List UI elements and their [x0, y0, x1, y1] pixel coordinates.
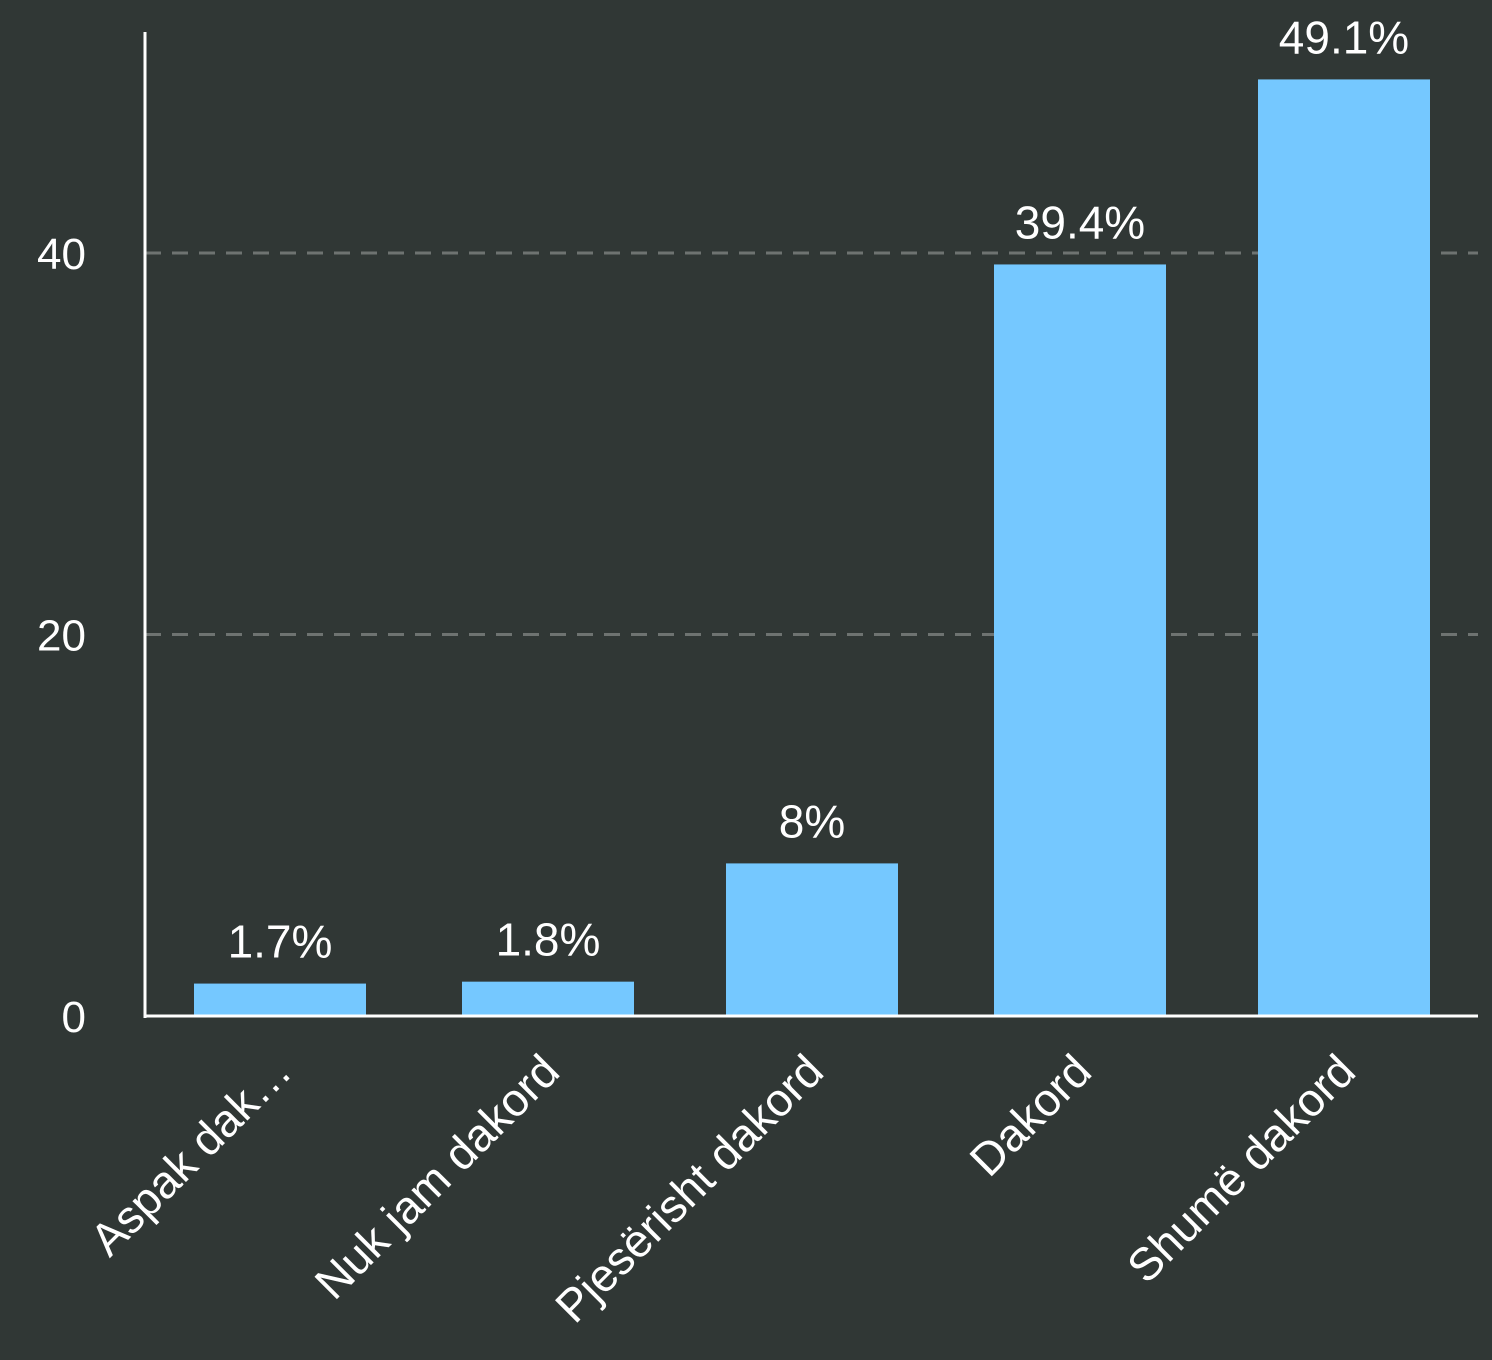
grid-layer: [145, 251, 1478, 636]
data-label-3: 8%: [779, 795, 845, 847]
x-tick-label-3: Pjesërisht dakord: [545, 1044, 833, 1332]
x-tick-label-2: Nuk jam dakord: [305, 1044, 570, 1309]
y-tick-label-20: 20: [37, 612, 86, 661]
bar-5: [1258, 79, 1430, 1017]
y-tick-label-0: 0: [62, 993, 86, 1042]
bar-4: [994, 264, 1166, 1016]
y-tick-label-40: 40: [37, 230, 86, 279]
bar-1: [194, 983, 366, 1016]
bar-layer: [194, 79, 1430, 1017]
data-label-1: 1.7%: [228, 916, 333, 968]
x-tick-label-1: Aspak dak…: [80, 1044, 301, 1265]
y-tick-labels: 0 20 40: [37, 230, 86, 1042]
data-label-4: 39.4%: [1015, 196, 1145, 248]
x-tick-label-4: Dakord: [959, 1044, 1101, 1186]
data-label-5: 49.1%: [1279, 11, 1409, 63]
data-label-2: 1.8%: [496, 914, 601, 966]
x-tick-label-5: Shumë dakord: [1117, 1044, 1365, 1292]
bar-2: [462, 981, 634, 1016]
axis-layer: [143, 32, 1478, 1018]
bar-3: [726, 863, 898, 1016]
data-labels: 1.7% 1.8% 8% 39.4% 49.1%: [228, 11, 1410, 967]
